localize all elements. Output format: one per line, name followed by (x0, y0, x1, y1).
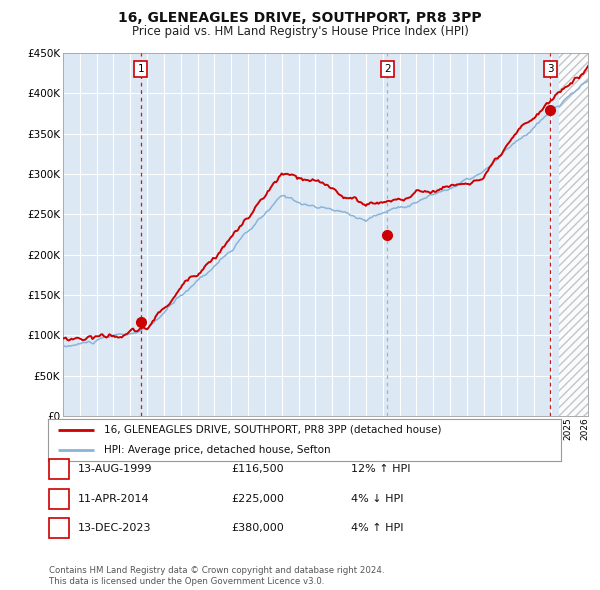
Text: 11-APR-2014: 11-APR-2014 (78, 494, 149, 503)
Text: 2: 2 (384, 64, 391, 74)
Text: 1: 1 (137, 64, 144, 74)
Text: 4% ↓ HPI: 4% ↓ HPI (351, 494, 404, 503)
Text: HPI: Average price, detached house, Sefton: HPI: Average price, detached house, Seft… (104, 445, 331, 455)
Text: 16, GLENEAGLES DRIVE, SOUTHPORT, PR8 3PP (detached house): 16, GLENEAGLES DRIVE, SOUTHPORT, PR8 3PP… (104, 425, 442, 435)
Text: 2: 2 (56, 494, 62, 503)
Text: Contains HM Land Registry data © Crown copyright and database right 2024.
This d: Contains HM Land Registry data © Crown c… (49, 566, 385, 586)
Text: £380,000: £380,000 (231, 523, 284, 533)
Text: 4% ↑ HPI: 4% ↑ HPI (351, 523, 404, 533)
Text: Price paid vs. HM Land Registry's House Price Index (HPI): Price paid vs. HM Land Registry's House … (131, 25, 469, 38)
Text: £225,000: £225,000 (231, 494, 284, 503)
Text: 12% ↑ HPI: 12% ↑ HPI (351, 464, 410, 474)
Text: 1: 1 (56, 464, 62, 474)
Text: 3: 3 (547, 64, 553, 74)
Text: £116,500: £116,500 (231, 464, 284, 474)
Text: 3: 3 (56, 523, 62, 533)
Text: 13-AUG-1999: 13-AUG-1999 (78, 464, 152, 474)
Text: 13-DEC-2023: 13-DEC-2023 (78, 523, 151, 533)
Text: 16, GLENEAGLES DRIVE, SOUTHPORT, PR8 3PP: 16, GLENEAGLES DRIVE, SOUTHPORT, PR8 3PP (118, 11, 482, 25)
